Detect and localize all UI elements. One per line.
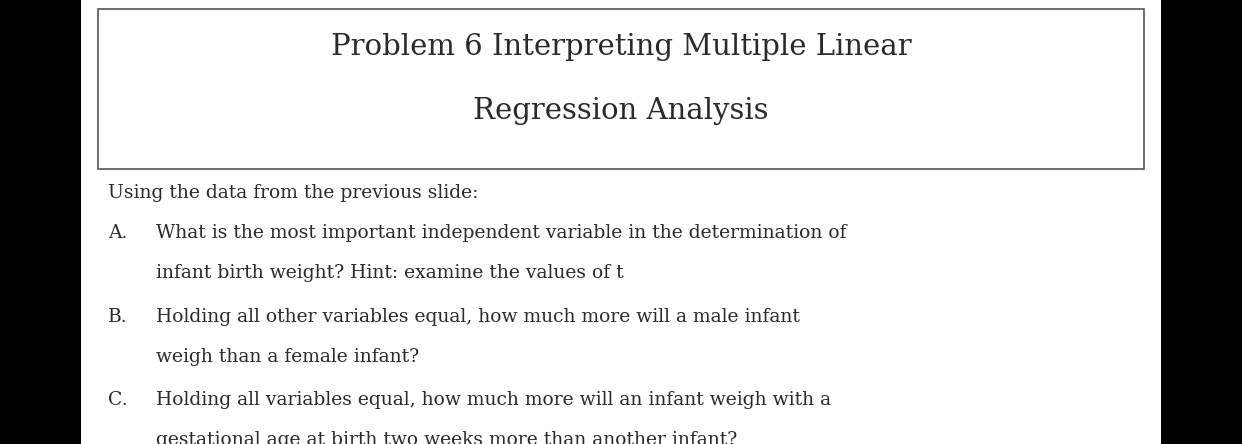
Text: A.: A. [108,224,128,242]
Text: Holding all variables equal, how much more will an infant weigh with a: Holding all variables equal, how much mo… [156,391,831,408]
Text: infant birth weight? Hint: examine the values of t: infant birth weight? Hint: examine the v… [156,264,623,282]
FancyBboxPatch shape [98,9,1144,169]
Text: Problem 6 Interpreting Multiple Linear: Problem 6 Interpreting Multiple Linear [330,32,912,61]
Text: What is the most important independent variable in the determination of: What is the most important independent v… [156,224,847,242]
Text: Holding all other variables equal, how much more will a male infant: Holding all other variables equal, how m… [156,309,800,326]
Text: weigh than a female infant?: weigh than a female infant? [156,349,420,366]
Text: Regression Analysis: Regression Analysis [473,97,769,125]
Text: C.: C. [108,391,128,408]
Text: Using the data from the previous slide:: Using the data from the previous slide: [108,184,478,202]
Text: gestational age at birth two weeks more than another infant?: gestational age at birth two weeks more … [156,431,738,444]
Text: B.: B. [108,309,128,326]
